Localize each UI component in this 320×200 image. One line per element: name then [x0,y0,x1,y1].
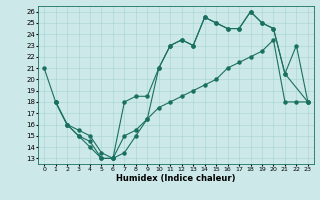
X-axis label: Humidex (Indice chaleur): Humidex (Indice chaleur) [116,174,236,183]
